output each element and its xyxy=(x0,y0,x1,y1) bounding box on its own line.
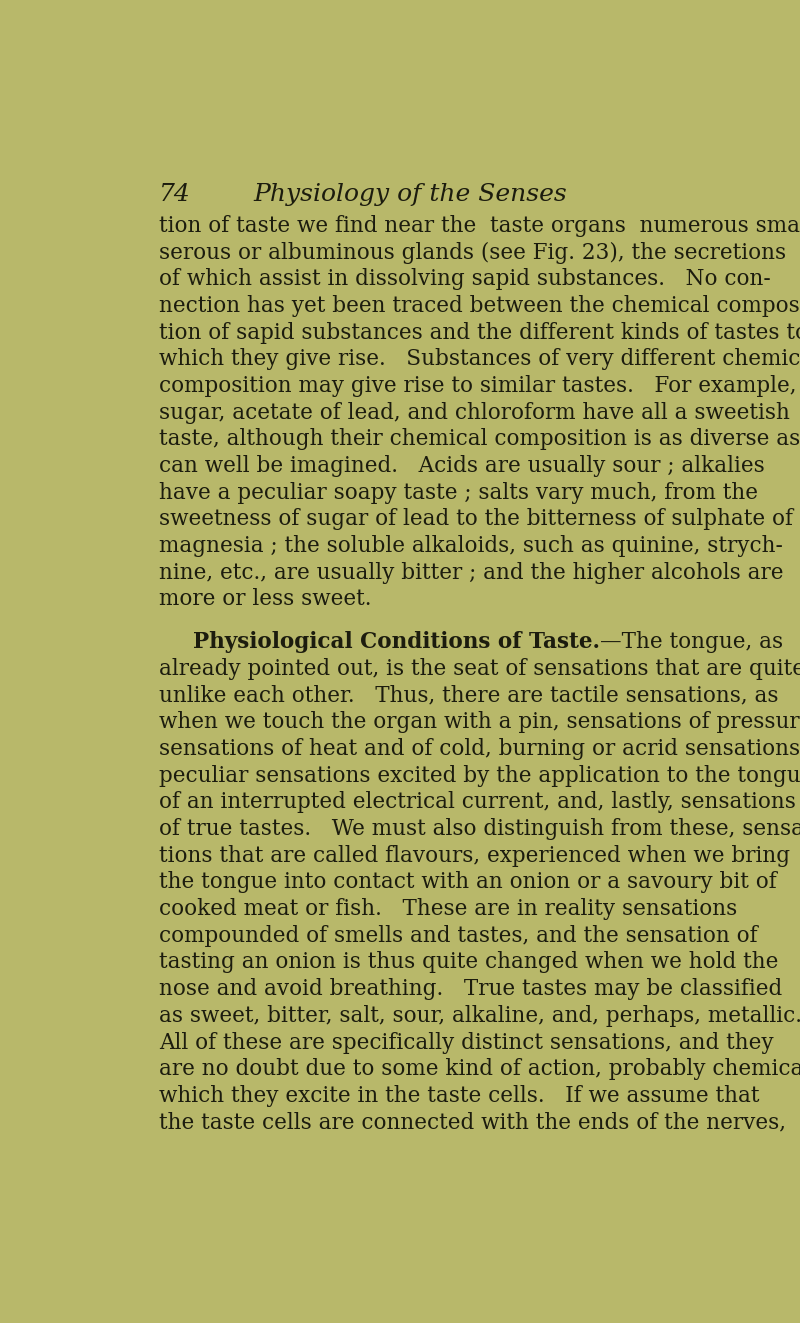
Text: nection has yet been traced between the chemical composi-: nection has yet been traced between the … xyxy=(159,295,800,318)
Text: Physiological Conditions of Taste.: Physiological Conditions of Taste. xyxy=(193,631,600,654)
Text: peculiar sensations excited by the application to the tongue: peculiar sensations excited by the appli… xyxy=(159,765,800,787)
Text: All of these are specifically distinct sensations, and they: All of these are specifically distinct s… xyxy=(159,1032,774,1053)
Text: can well be imagined.   Acids are usually sour ; alkalies: can well be imagined. Acids are usually … xyxy=(159,455,765,478)
Text: as sweet, bitter, salt, sour, alkaline, and, perhaps, metallic.: as sweet, bitter, salt, sour, alkaline, … xyxy=(159,1005,800,1027)
Text: unlike each other.   Thus, there are tactile sensations, as: unlike each other. Thus, there are tacti… xyxy=(159,684,778,706)
Text: of which assist in dissolving sapid substances.   No con-: of which assist in dissolving sapid subs… xyxy=(159,269,770,290)
Text: of true tastes.   We must also distinguish from these, sensa-: of true tastes. We must also distinguish… xyxy=(159,818,800,840)
Text: when we touch the organ with a pin, sensations of pressure,: when we touch the organ with a pin, sens… xyxy=(159,712,800,733)
Text: are no doubt due to some kind of action, probably chemical,: are no doubt due to some kind of action,… xyxy=(159,1058,800,1080)
Text: sugar, acetate of lead, and chloroform have all a sweetish: sugar, acetate of lead, and chloroform h… xyxy=(159,402,790,423)
Text: —The tongue, as: —The tongue, as xyxy=(600,631,783,654)
Text: Physiology of the Senses: Physiology of the Senses xyxy=(253,183,567,206)
Text: tion of sapid substances and the different kinds of tastes to: tion of sapid substances and the differe… xyxy=(159,321,800,344)
Text: tasting an onion is thus quite changed when we hold the: tasting an onion is thus quite changed w… xyxy=(159,951,778,974)
Text: of an interrupted electrical current, and, lastly, sensations: of an interrupted electrical current, an… xyxy=(159,791,796,814)
Text: serous or albuminous glands (see Fig. 23), the secretions: serous or albuminous glands (see Fig. 23… xyxy=(159,242,786,263)
Text: tion of taste we find near the  taste organs  numerous small: tion of taste we find near the taste org… xyxy=(159,214,800,237)
Text: the tongue into contact with an onion or a savoury bit of: the tongue into contact with an onion or… xyxy=(159,872,777,893)
Text: already pointed out, is the seat of sensations that are quite: already pointed out, is the seat of sens… xyxy=(159,658,800,680)
Text: composition may give rise to similar tastes.   For example,: composition may give rise to similar tas… xyxy=(159,374,796,397)
Text: magnesia ; the soluble alkaloids, such as quinine, strych-: magnesia ; the soluble alkaloids, such a… xyxy=(159,534,782,557)
Text: which they give rise.   Substances of very different chemical: which they give rise. Substances of very… xyxy=(159,348,800,370)
Text: the taste cells are connected with the ends of the nerves,: the taste cells are connected with the e… xyxy=(159,1111,786,1134)
Text: taste, although their chemical composition is as diverse as: taste, although their chemical compositi… xyxy=(159,429,800,450)
Text: cooked meat or fish.   These are in reality sensations: cooked meat or fish. These are in realit… xyxy=(159,898,737,919)
Text: compounded of smells and tastes, and the sensation of: compounded of smells and tastes, and the… xyxy=(159,925,758,947)
Text: have a peculiar soapy taste ; salts vary much, from the: have a peculiar soapy taste ; salts vary… xyxy=(159,482,758,504)
Text: sweetness of sugar of lead to the bitterness of sulphate of: sweetness of sugar of lead to the bitter… xyxy=(159,508,793,531)
Text: tions that are called flavours, experienced when we bring: tions that are called flavours, experien… xyxy=(159,844,790,867)
Text: which they excite in the taste cells.   If we assume that: which they excite in the taste cells. If… xyxy=(159,1085,759,1107)
Text: nine, etc., are usually bitter ; and the higher alcohols are: nine, etc., are usually bitter ; and the… xyxy=(159,562,783,583)
Text: more or less sweet.: more or less sweet. xyxy=(159,589,371,610)
Text: 74: 74 xyxy=(159,183,190,206)
Text: nose and avoid breathing.   True tastes may be classified: nose and avoid breathing. True tastes ma… xyxy=(159,978,782,1000)
Text: sensations of heat and of cold, burning or acrid sensations,: sensations of heat and of cold, burning … xyxy=(159,738,800,759)
